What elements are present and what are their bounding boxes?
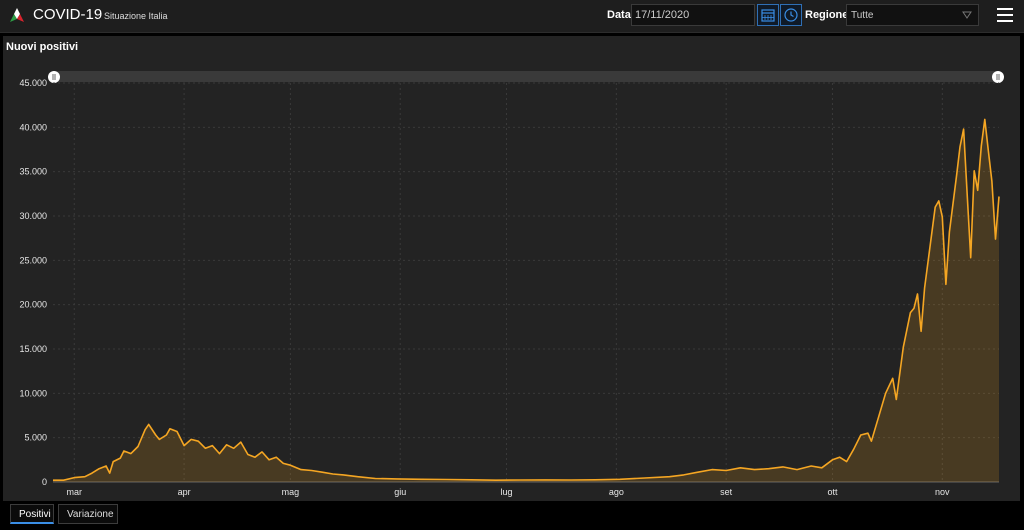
region-select-value: Tutte [851, 10, 874, 21]
x-tick-label: giu [394, 487, 406, 497]
calendar-button[interactable] [757, 4, 779, 26]
time-button[interactable] [780, 4, 802, 26]
range-slider-track[interactable] [53, 71, 999, 82]
italy-logo-icon [10, 8, 24, 22]
chart-panel: Nuovi positivi 0 5.000 10.000 15.000 20.000 2… [3, 36, 1020, 501]
y-tick-label: 15.000 [19, 344, 47, 354]
x-tick-label: set [720, 487, 733, 497]
x-tick-label: ott [827, 487, 838, 497]
y-tick-label: 10.000 [19, 388, 47, 398]
x-tick-label: nov [935, 487, 950, 497]
date-label: Data [607, 9, 631, 21]
x-tick-label: mag [282, 487, 300, 497]
x-tick-label: mar [67, 487, 83, 497]
y-tick-label: 35.000 [19, 167, 47, 177]
clock-icon [784, 8, 798, 22]
x-tick-label: apr [178, 487, 191, 497]
date-input[interactable]: 17/11/2020 [631, 4, 755, 26]
app-title: COVID-19 [33, 6, 103, 23]
y-tick-label: 40.000 [19, 122, 47, 132]
app-subtitle: Situazione Italia [104, 11, 168, 21]
y-tick-label: 0 [42, 477, 47, 487]
app-header: COVID-19 Situazione Italia Data 17/11/20… [0, 0, 1024, 33]
x-tick-label: lug [501, 487, 513, 497]
y-tick-label: 30.000 [19, 211, 47, 221]
panel-title: Nuovi positivi [6, 41, 79, 53]
series-area [53, 119, 999, 483]
y-tick-label: 25.000 [19, 255, 47, 265]
y-tick-label: 5.000 [24, 433, 47, 443]
region-select[interactable]: Tutte [846, 4, 979, 26]
tab-positivi[interactable]: Positivi [10, 504, 54, 524]
x-tick-label: ago [609, 487, 624, 497]
series-line [53, 118, 1000, 482]
range-handle-left[interactable] [48, 71, 60, 83]
region-label: Regione [805, 9, 849, 21]
calendar-icon [761, 9, 775, 22]
new-cases-chart: 0 5.000 10.000 15.000 20.000 25.000 30.000 35.0… [19, 71, 1004, 497]
hamburger-menu-icon[interactable] [996, 7, 1014, 23]
chevron-down-icon [962, 11, 972, 19]
y-tick-label: 45.000 [19, 78, 47, 88]
y-tick-label: 20.000 [19, 300, 47, 310]
range-handle-right[interactable] [992, 71, 1004, 83]
tab-variazione[interactable]: Variazione [58, 504, 118, 524]
